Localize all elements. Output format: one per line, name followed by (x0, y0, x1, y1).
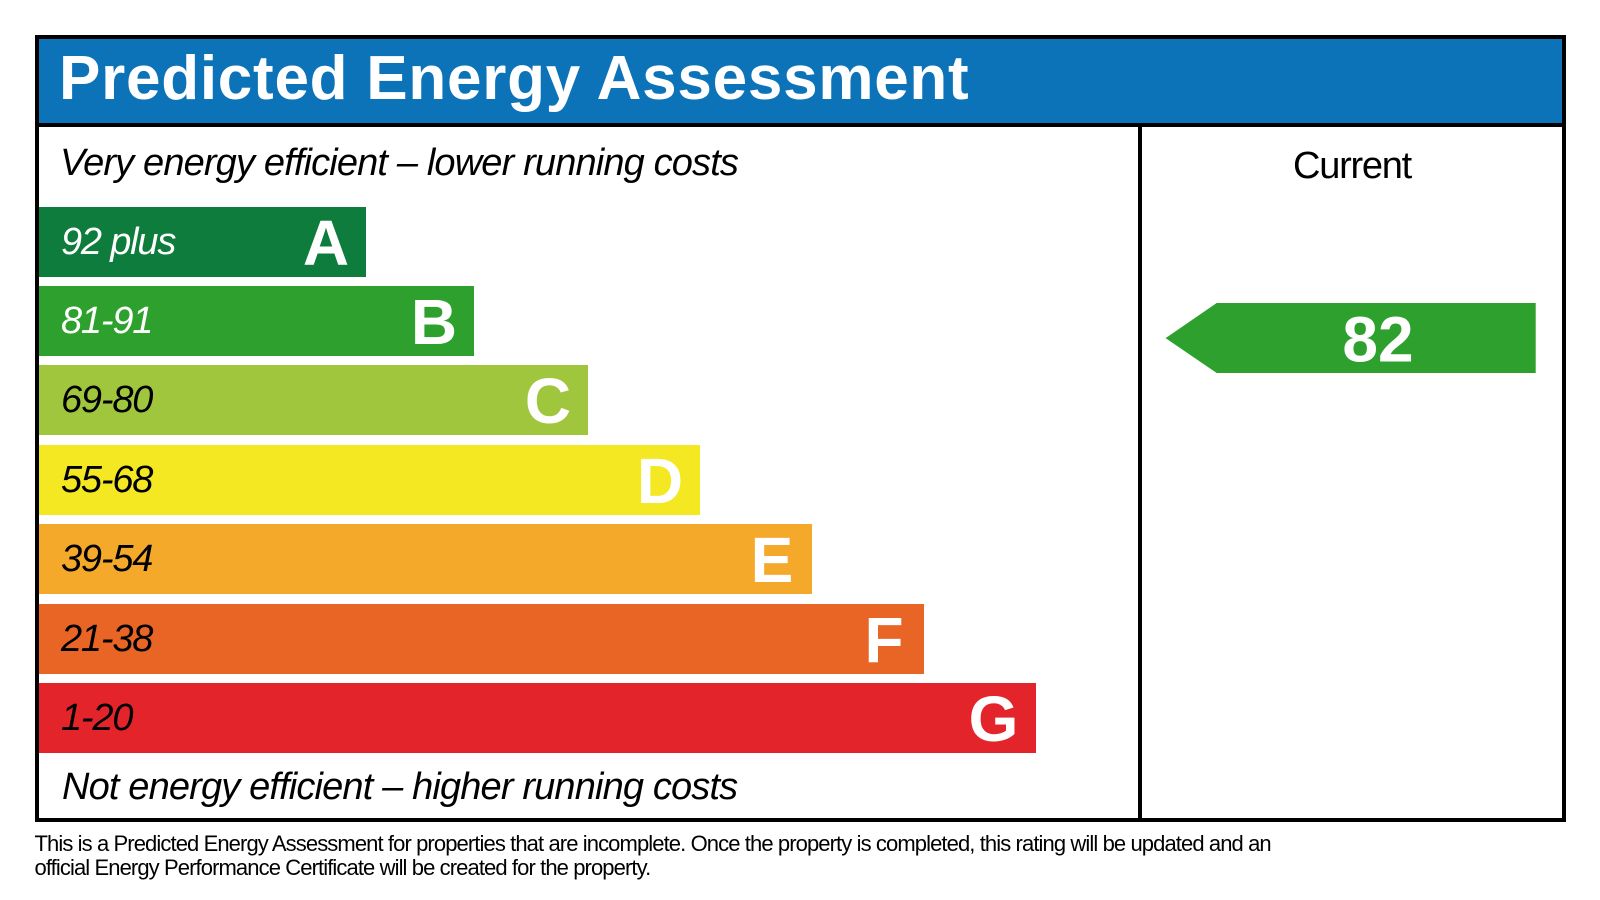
svg-text:82: 82 (1342, 303, 1413, 373)
